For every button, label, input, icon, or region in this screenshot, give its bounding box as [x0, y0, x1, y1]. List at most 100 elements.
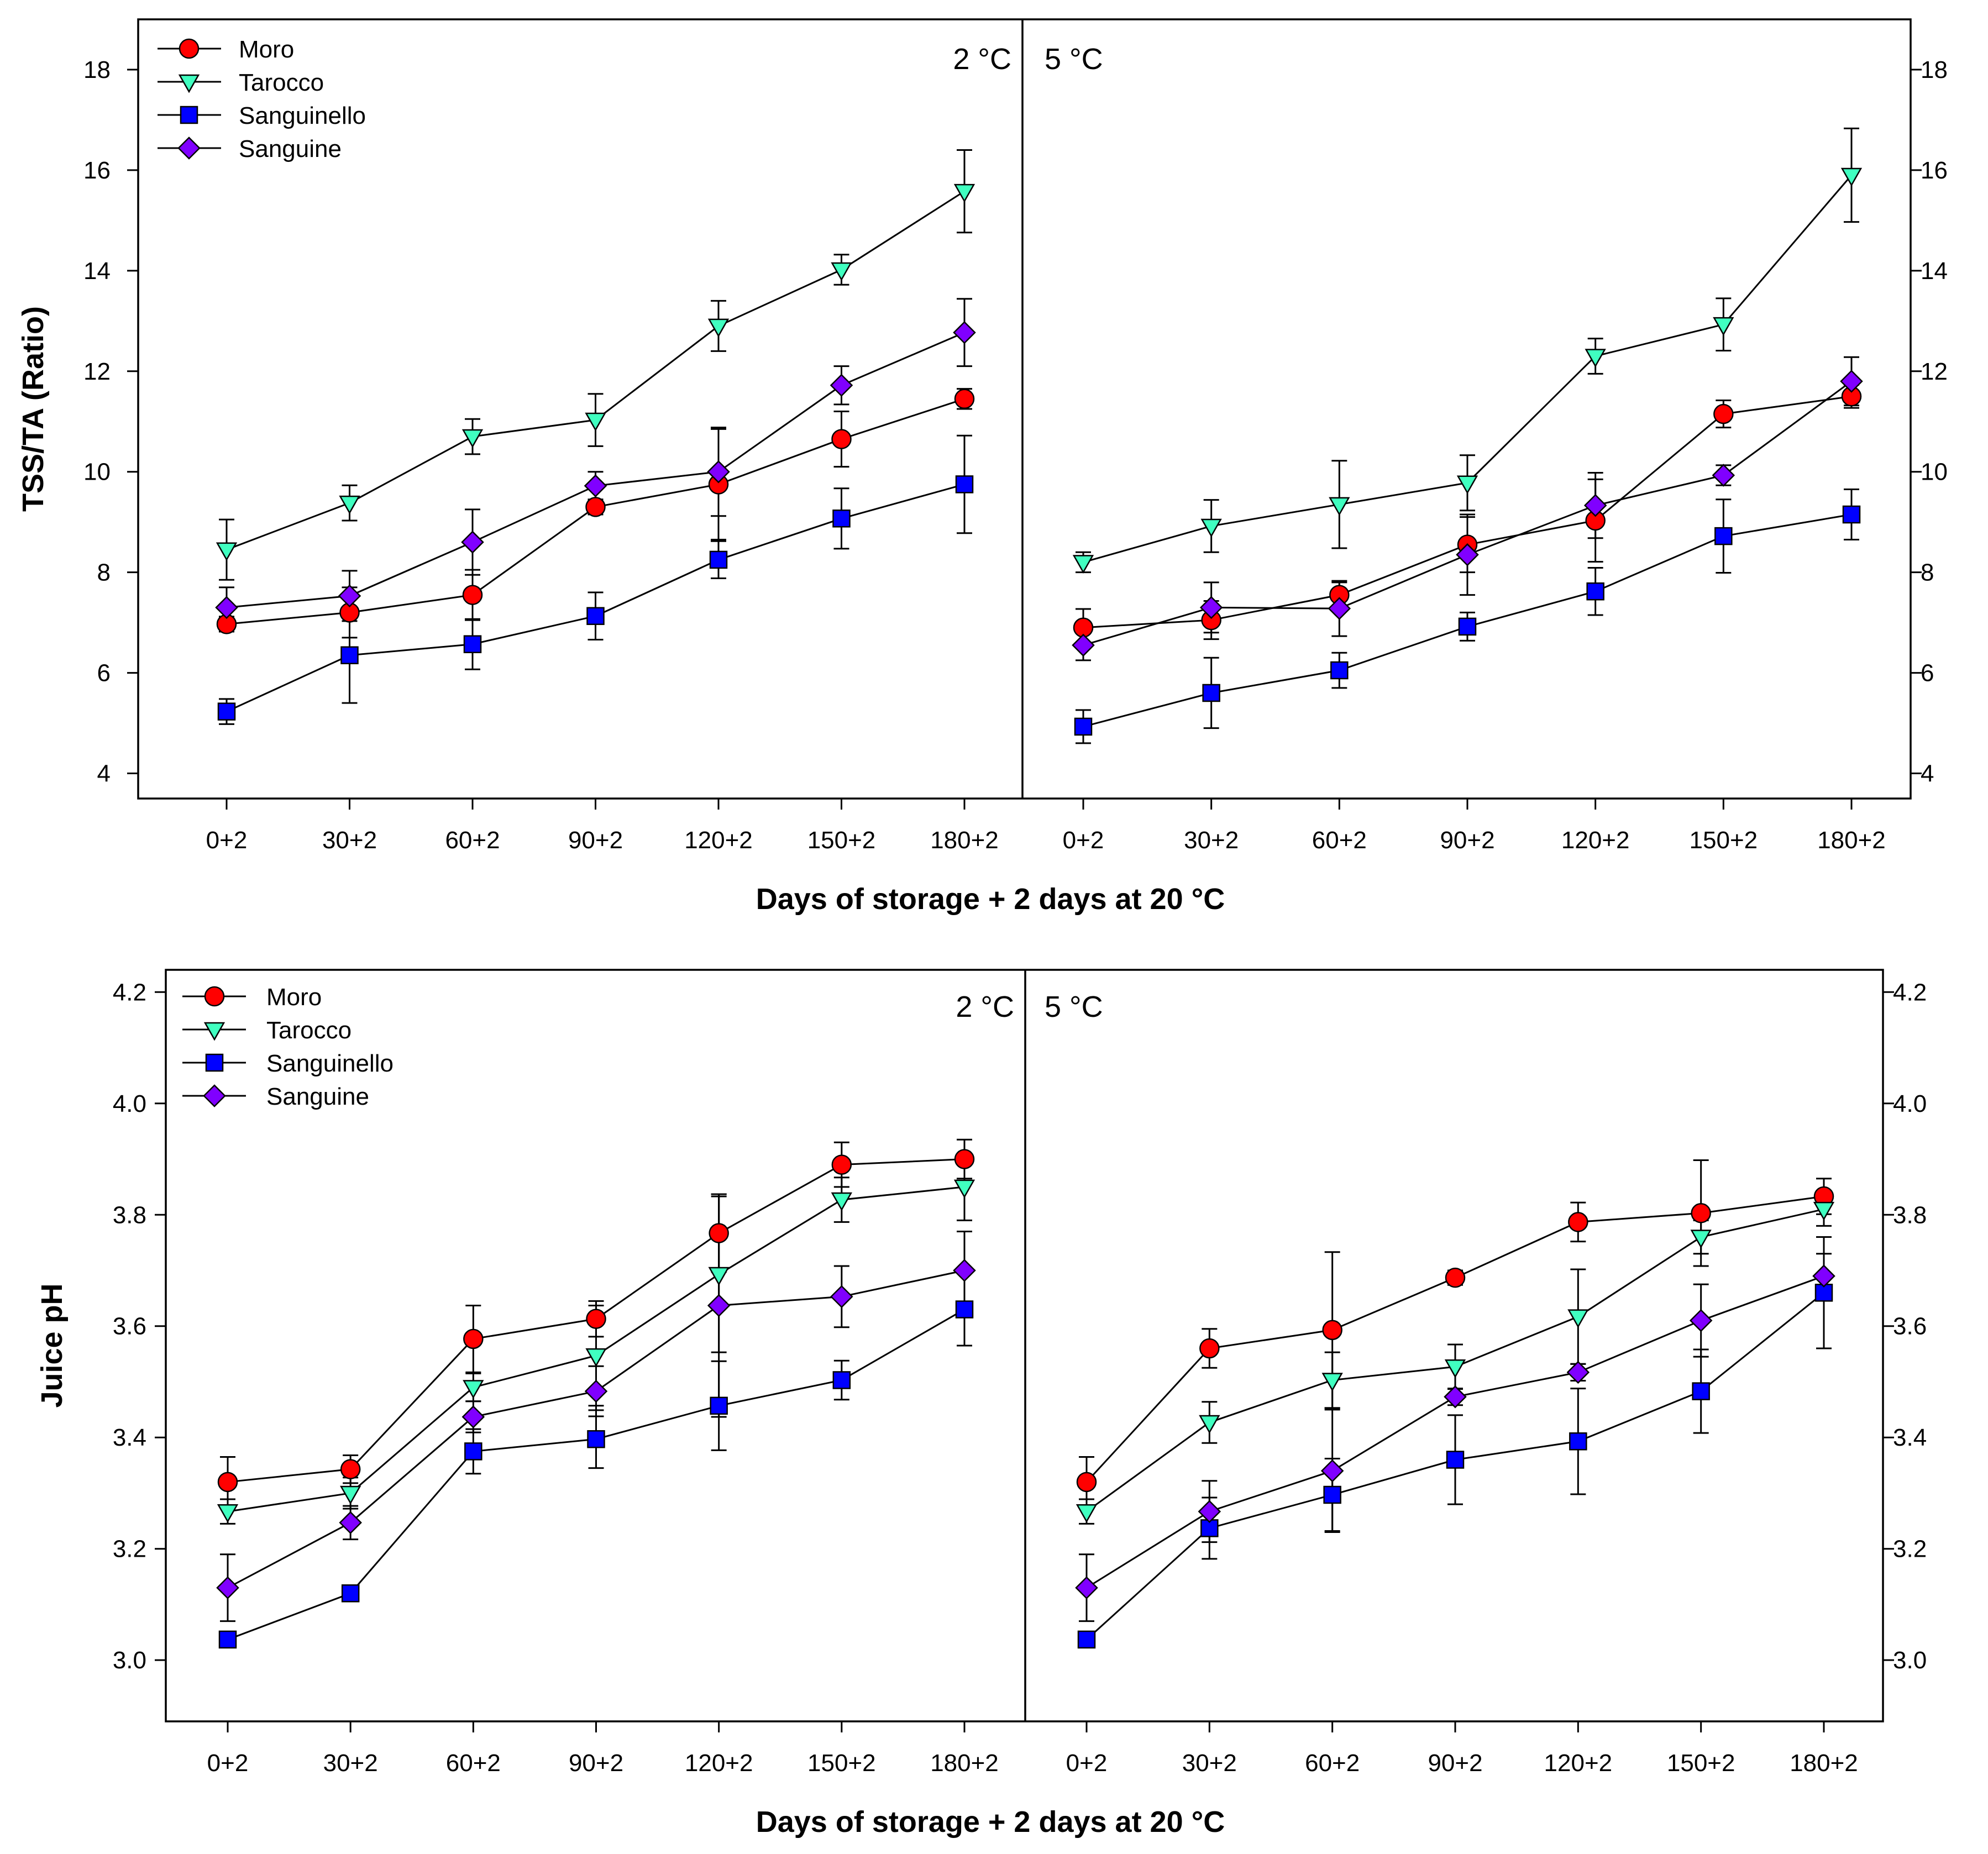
data-point-sanguine — [953, 321, 976, 344]
data-point-tarocco — [585, 412, 606, 432]
data-point-sanguine — [216, 1576, 239, 1599]
data-point-sanguine — [1583, 493, 1607, 517]
data-point-tarocco — [1456, 475, 1478, 495]
plot-area — [216, 1138, 1835, 1649]
data-point-sanguinello — [1077, 1630, 1096, 1649]
y-tick-label: 3.0 — [113, 1647, 146, 1674]
markers-sanguinello — [1077, 1284, 1833, 1649]
legend-entry-moro: Moro — [182, 984, 322, 1011]
data-point-moro — [1568, 1212, 1588, 1232]
legend-label: Sanguinello — [239, 102, 366, 129]
data-point-sanguine — [830, 374, 853, 397]
y-tick-label: 3.4 — [113, 1424, 146, 1451]
y-tick-label: 18 — [83, 56, 111, 83]
y-tick-label: 16 — [1921, 157, 1948, 184]
data-point-tarocco — [953, 1179, 975, 1199]
data-point-tarocco — [1690, 1230, 1712, 1249]
y-tick-label: 3.0 — [1893, 1647, 1927, 1674]
x-tick-label: 150+2 — [1690, 827, 1758, 854]
markers-tarocco — [1072, 167, 1863, 574]
x-tick-label: 30+2 — [323, 1750, 378, 1777]
y-tick-label: 18 — [1921, 56, 1948, 83]
x-tick-label: 60+2 — [445, 827, 500, 854]
data-point-sanguinello — [1458, 617, 1477, 636]
data-point-sanguine — [953, 1259, 976, 1282]
legend-label: Sanguinello — [266, 1050, 394, 1077]
data-point-tarocco — [708, 1267, 730, 1286]
y-tick-label: 12 — [1921, 358, 1948, 385]
data-point-moro — [1713, 403, 1734, 424]
data-point-moro — [954, 1149, 975, 1169]
panel-2-c — [215, 149, 976, 725]
data-point-sanguinello — [955, 1300, 974, 1319]
legend-marker — [203, 1022, 225, 1041]
data-point-sanguine — [830, 1285, 853, 1309]
panel-5-c — [1072, 127, 1863, 744]
data-point-tarocco — [1813, 1201, 1835, 1221]
x-tick-label: 150+2 — [1667, 1750, 1735, 1777]
data-point-tarocco — [1840, 167, 1863, 187]
markers-sanguine — [1075, 1264, 1835, 1599]
right-y-axis: 3.0 3.2 3.4 3.6 3.8 4.0 4.2 — [1883, 979, 1927, 1674]
legend-entry-sanguine: Sanguine — [182, 1083, 369, 1110]
x-tick-label: 180+2 — [1817, 827, 1886, 854]
data-point-tarocco — [339, 495, 360, 514]
y-tick-label: 10 — [1921, 459, 1948, 486]
data-point-tarocco — [461, 429, 484, 448]
x-tick-label: 60+2 — [1312, 827, 1367, 854]
legend-marker — [205, 1053, 224, 1072]
data-point-tarocco — [831, 262, 852, 281]
data-point-sanguine — [338, 584, 361, 608]
y-tick-label: 3.8 — [1893, 1201, 1927, 1228]
x-tick-label: 90+2 — [1428, 1750, 1482, 1777]
data-point-sanguine — [461, 1405, 485, 1428]
data-point-tarocco — [1585, 349, 1606, 368]
data-point-tarocco — [585, 1348, 607, 1367]
data-point-sanguinello — [586, 607, 605, 626]
x-axis-label: Days of storage + 2 days at 20 °C — [756, 883, 1225, 916]
data-point-sanguine — [1689, 1309, 1713, 1332]
legend-marker — [177, 136, 201, 160]
panel-2-c — [216, 1138, 976, 1649]
legend-label: Moro — [239, 36, 294, 63]
data-point-tarocco — [1199, 1415, 1220, 1434]
legend-entry-tarocco: Tarocco — [182, 1017, 352, 1044]
legend: Moro Tarocco Sanguinello Sanguine — [158, 36, 366, 162]
data-point-sanguinello — [1692, 1382, 1710, 1400]
legend-entry-tarocco: Tarocco — [158, 69, 324, 96]
data-point-moro — [1199, 1338, 1220, 1359]
data-point-sanguine — [707, 460, 730, 484]
data-point-sanguinello — [832, 510, 851, 528]
markers-sanguinello — [1074, 505, 1861, 736]
x-tick-label: 30+2 — [322, 827, 377, 854]
x-tick-label: 120+2 — [1561, 827, 1630, 854]
data-point-tarocco — [1444, 1359, 1466, 1378]
data-point-sanguine — [461, 531, 484, 554]
data-point-tarocco — [1567, 1309, 1589, 1328]
x-tick-label: 150+2 — [807, 1750, 876, 1777]
data-point-sanguine — [1812, 1264, 1835, 1288]
data-point-sanguinello — [1814, 1284, 1833, 1302]
markers-tarocco — [216, 183, 975, 561]
data-point-moro — [954, 388, 975, 409]
data-point-tarocco — [463, 1380, 484, 1399]
data-point-sanguine — [1444, 1385, 1467, 1409]
data-point-moro — [831, 1154, 852, 1175]
data-point-sanguinello — [1446, 1451, 1465, 1469]
y-tick-label: 4 — [97, 760, 111, 787]
x-axis: 0+2 30+2 60+2 90+2 120+2 150+2 180+2 0+2 30+2 60+… — [207, 1721, 1858, 1777]
legend-entry-sanguinello: Sanguinello — [182, 1050, 394, 1077]
x-tick-label: 180+2 — [1790, 1750, 1858, 1777]
data-point-moro — [463, 1328, 484, 1349]
data-point-moro — [586, 1309, 606, 1329]
data-point-sanguine — [1072, 633, 1095, 657]
markers-sanguine — [216, 1259, 976, 1599]
x-tick-label: 90+2 — [1440, 827, 1494, 854]
data-point-sanguine — [339, 1511, 362, 1535]
data-point-tarocco — [1072, 555, 1094, 574]
y-tick-label: 6 — [1921, 660, 1934, 687]
data-point-sanguine — [1566, 1361, 1590, 1384]
data-point-tarocco — [1076, 1504, 1098, 1523]
